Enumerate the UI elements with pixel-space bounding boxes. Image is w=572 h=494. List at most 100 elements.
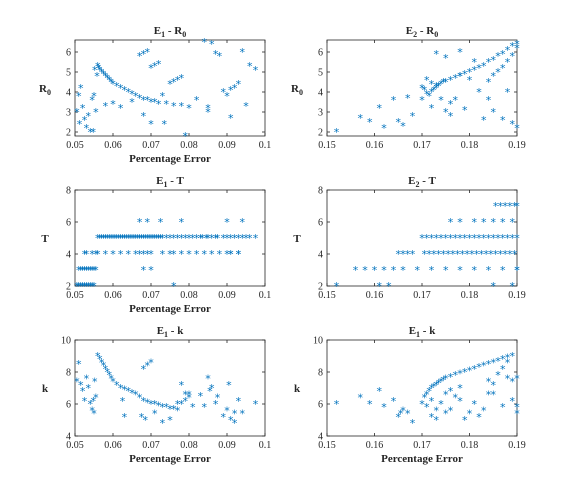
data-point: * [334,126,340,139]
data-point: * [92,376,98,389]
data-point: * [239,408,245,421]
data-point: * [198,390,204,403]
data-point: * [87,280,93,293]
data-point: * [500,216,506,229]
data-point: * [443,372,449,385]
data-point: * [253,64,259,77]
data-point: * [455,248,461,261]
data-point: * [400,404,406,417]
data-point: * [175,404,181,417]
data-point: * [152,398,158,411]
data-point: * [74,106,80,119]
x-tick-label: 0.15 [318,440,336,451]
data-point: * [190,401,196,414]
data-point: * [143,414,149,427]
data-point: * [76,280,82,293]
chart-title: E1 - R0 [154,25,186,39]
y-tick-label: 6 [66,400,71,411]
data-point: * [120,232,126,245]
data-point: * [154,232,160,245]
data-point: * [205,102,211,115]
data-point: * [179,379,185,392]
data-point: * [160,248,166,261]
data-point: * [441,374,447,387]
data-point: * [514,122,520,135]
data-point: * [129,88,135,101]
data-point: * [200,232,206,245]
data-point: * [77,118,83,131]
data-point: * [443,52,449,65]
data-point: * [201,248,207,261]
data-point: * [179,72,185,85]
plot-area [326,339,518,437]
x-tick-label: 0.17 [413,440,431,451]
data-point: * [94,70,100,83]
data-point: * [472,56,478,69]
data-point: * [448,74,454,87]
data-point: * [93,248,99,261]
data-point: * [462,232,468,245]
y-tick-label: 4 [318,88,323,99]
data-point: * [426,248,432,261]
data-point: * [500,264,506,277]
data-point: * [239,46,245,59]
data-point: * [453,369,459,382]
chart-title-main: E [154,25,161,37]
data-point: * [512,248,518,261]
data-point: * [429,382,435,395]
data-point: * [209,382,215,395]
data-point: * [144,396,150,409]
data-point: * [426,90,432,103]
data-point: * [167,232,173,245]
x-axis-label: Percentage Error [381,453,463,465]
data-point: * [86,382,92,395]
chart-title-sub: 1 [161,30,165,39]
chart-title-main: E [408,175,415,187]
data-point: * [118,382,124,395]
chart-title-sub: 1 [416,330,420,339]
data-point: * [120,395,126,408]
data-point: * [396,411,402,424]
data-point: * [438,376,444,389]
data-point: * [103,100,109,113]
data-point: * [334,398,340,411]
data-point: * [438,398,444,411]
data-point: * [137,248,143,261]
data-point: * [510,376,516,389]
chart-title: E1 - k [157,325,185,339]
data-point: * [228,248,234,261]
data-point: * [194,232,200,245]
data-point: * [80,102,86,115]
data-point: * [481,60,487,73]
data-point: * [141,248,147,261]
data-point: * [381,401,387,414]
data-point: * [495,232,501,245]
data-point: * [99,356,105,369]
data-point: * [84,264,90,277]
data-point: * [434,379,440,392]
y-tick-label: 6 [318,48,323,59]
data-point: * [236,78,242,91]
data-point: * [429,232,435,245]
data-point: * [362,264,368,277]
data-point: * [186,248,192,261]
data-point: * [80,280,86,293]
data-point: * [510,395,516,408]
data-point: * [457,368,463,381]
data-point: * [144,360,150,373]
data-point: * [80,264,86,277]
data-point: * [186,232,192,245]
data-point: * [514,372,520,385]
chart-title-main: E [406,25,413,37]
data-point: * [179,398,185,411]
data-point: * [457,264,463,277]
data-point: * [500,114,506,127]
y-tick-label: 10 [61,336,71,347]
data-point: * [80,385,86,398]
data-point: * [510,232,516,245]
data-point: * [443,408,449,421]
data-point: * [137,232,143,245]
data-point: * [486,264,492,277]
y-tick-label: 3 [66,108,71,119]
x-tick-label: 0.16 [366,290,384,301]
